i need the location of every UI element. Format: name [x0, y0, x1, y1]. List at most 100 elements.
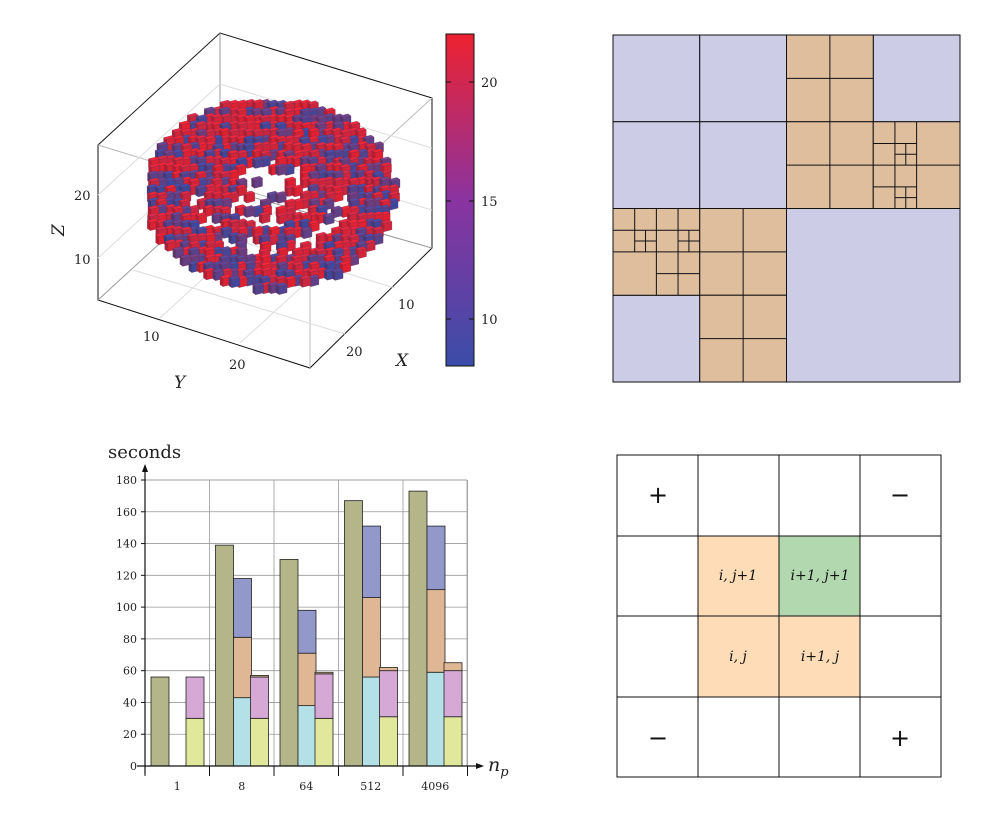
bar-stack-1-2 — [185, 676, 205, 767]
x-axis-arrow — [476, 763, 484, 769]
voxel-cube — [251, 176, 263, 189]
bar-stack-512-1 — [362, 525, 381, 767]
quadtree-cell — [612, 121, 701, 209]
stencil-label-ip1-j: i+1, j — [801, 649, 840, 665]
stencil-grid-lines — [616, 454, 942, 778]
bar-stack-8-1 — [233, 578, 252, 767]
stencil-label-i-j: i, j — [729, 649, 747, 665]
bar-segment — [233, 697, 252, 767]
y-tick-label: 180 — [116, 474, 137, 487]
voxel-cube — [322, 212, 335, 226]
bar-segment — [233, 636, 252, 699]
voxel-cube — [331, 268, 344, 281]
bar-segment — [150, 676, 170, 767]
voxel-cube — [243, 190, 256, 204]
bar-segment — [443, 662, 463, 672]
voxel-cube — [300, 226, 313, 240]
z-tick-20: 20 — [74, 189, 91, 204]
bar-segment — [250, 717, 269, 767]
bar-stack-8-0 — [215, 544, 234, 767]
bar-segment — [215, 544, 234, 767]
bar-segment — [185, 676, 205, 719]
x-axis-label: X — [394, 351, 409, 371]
bar-segment — [314, 671, 334, 675]
y-tick-10: 10 — [143, 330, 160, 345]
voxel-cloud — [146, 98, 401, 295]
stencil-sign-top-left: + — [648, 481, 668, 509]
y-tick-label: 60 — [123, 665, 137, 678]
quadtree-border — [612, 34, 961, 383]
bar-segment — [426, 671, 446, 767]
bar-chart-axes: 0 20 40 60 80 100 120 140 160 180 1 8 64 512 4096 — [116, 464, 484, 793]
quadtree-cell — [612, 294, 701, 383]
bar-segment — [297, 705, 317, 767]
voxel-cube — [275, 163, 287, 176]
colorbar-ticks — [446, 81, 474, 320]
bar-segment — [314, 717, 334, 767]
voxel-cube — [274, 191, 287, 204]
voxel-plot-panel: 20 10 Z 10 20 Y 10 20 X 20 15 10 — [49, 32, 498, 393]
voxel-cube — [252, 282, 265, 295]
y-tick-label: 140 — [116, 538, 137, 551]
bar-segment — [426, 589, 446, 673]
y-tick-label: 40 — [123, 696, 137, 709]
bar-segment — [297, 652, 317, 707]
stencil-sign-bottom-left: − — [648, 724, 668, 752]
z-tick-10: 10 — [74, 253, 91, 268]
voxel-cube — [299, 275, 311, 288]
stencil-label-ip1-jp1: i+1, j+1 — [791, 568, 850, 584]
x-tick-10: 10 — [398, 298, 415, 313]
voxel-cube — [203, 267, 215, 281]
x-axis-title: np — [488, 754, 509, 780]
y-tick-label: 80 — [123, 633, 137, 646]
stencil-cell-i-j — [698, 616, 779, 697]
y-tick-label: 120 — [116, 569, 137, 582]
stencil-cell-ip1-j — [779, 616, 860, 697]
voxel-cube — [380, 219, 393, 232]
bar-chart-panel: 0 20 40 60 80 100 120 140 160 180 1 8 64 512 4096 seco… — [108, 442, 509, 793]
colorbar-tick-20: 20 — [481, 76, 498, 91]
bar-chart-bars — [150, 490, 463, 767]
quadtree-cell — [872, 34, 961, 123]
bar-segment — [297, 609, 317, 654]
bar-segment — [379, 670, 398, 718]
quadtree-cell — [699, 34, 787, 123]
bar-segment — [443, 670, 463, 718]
y-axis-title: seconds — [108, 442, 181, 463]
bar-stack-1-0 — [150, 676, 170, 767]
y-tick-label: 20 — [123, 728, 137, 741]
bar-segment — [344, 500, 363, 767]
bar-segment — [279, 559, 299, 767]
y-tick-20: 20 — [229, 358, 246, 373]
bar-segment — [250, 676, 269, 719]
bar-segment — [314, 673, 334, 719]
quadtree-cell — [699, 121, 787, 209]
bar-stack-64-2 — [314, 671, 334, 767]
bar-stack-64-0 — [279, 559, 299, 767]
stencil-cell-i-jp1 — [698, 536, 779, 616]
bar-segment — [362, 676, 381, 767]
bar-stack-512-2 — [379, 667, 398, 767]
quadtree-cell — [612, 34, 701, 123]
voxel-cube — [228, 275, 241, 289]
y-axis-arrow — [142, 464, 148, 472]
x-tick-label: 4096 — [421, 780, 449, 793]
bar-stack-4096-0 — [408, 490, 428, 767]
bar-segment — [443, 716, 463, 767]
x-tick-20: 20 — [346, 345, 363, 360]
y-tick-label: 160 — [116, 506, 137, 519]
quadtree-panel — [612, 34, 961, 383]
voxel-cube — [258, 211, 271, 224]
colorbar-tick-15: 15 — [481, 195, 498, 210]
z-axis-label: Z — [49, 223, 69, 237]
x-axis-title-main: n — [488, 754, 500, 776]
x-tick-label: 1 — [174, 780, 181, 793]
bar-segment — [408, 490, 428, 767]
colorbar — [445, 33, 475, 367]
quadtree-cell — [786, 208, 961, 383]
bar-segment — [250, 675, 269, 678]
bar-segment — [362, 525, 381, 598]
colorbar-tick-10: 10 — [481, 313, 498, 328]
x-tick-label: 512 — [360, 780, 381, 793]
bar-stack-8-2 — [250, 675, 269, 767]
